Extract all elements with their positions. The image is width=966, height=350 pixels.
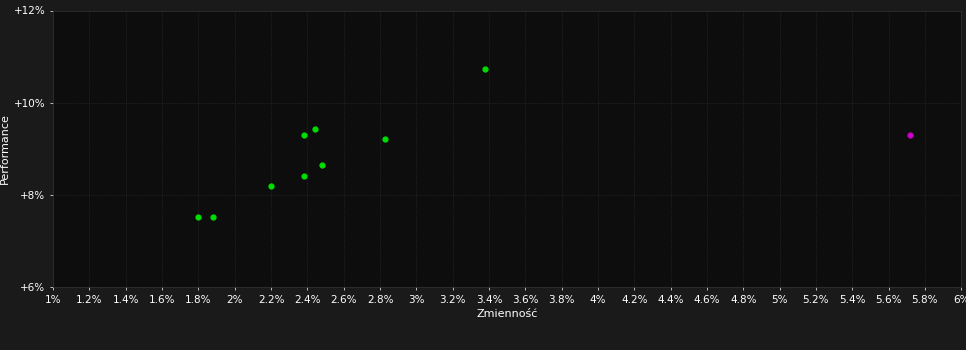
- Point: [307, 127, 323, 132]
- X-axis label: Zmienność: Zmienność: [476, 309, 538, 319]
- Point: [314, 162, 329, 168]
- Point: [296, 132, 311, 138]
- Point: [477, 67, 493, 72]
- Y-axis label: Performance: Performance: [0, 113, 10, 184]
- Point: [296, 174, 311, 179]
- Point: [264, 183, 279, 188]
- Point: [378, 136, 393, 141]
- Point: [902, 132, 918, 138]
- Point: [205, 214, 220, 220]
- Point: [190, 214, 206, 220]
